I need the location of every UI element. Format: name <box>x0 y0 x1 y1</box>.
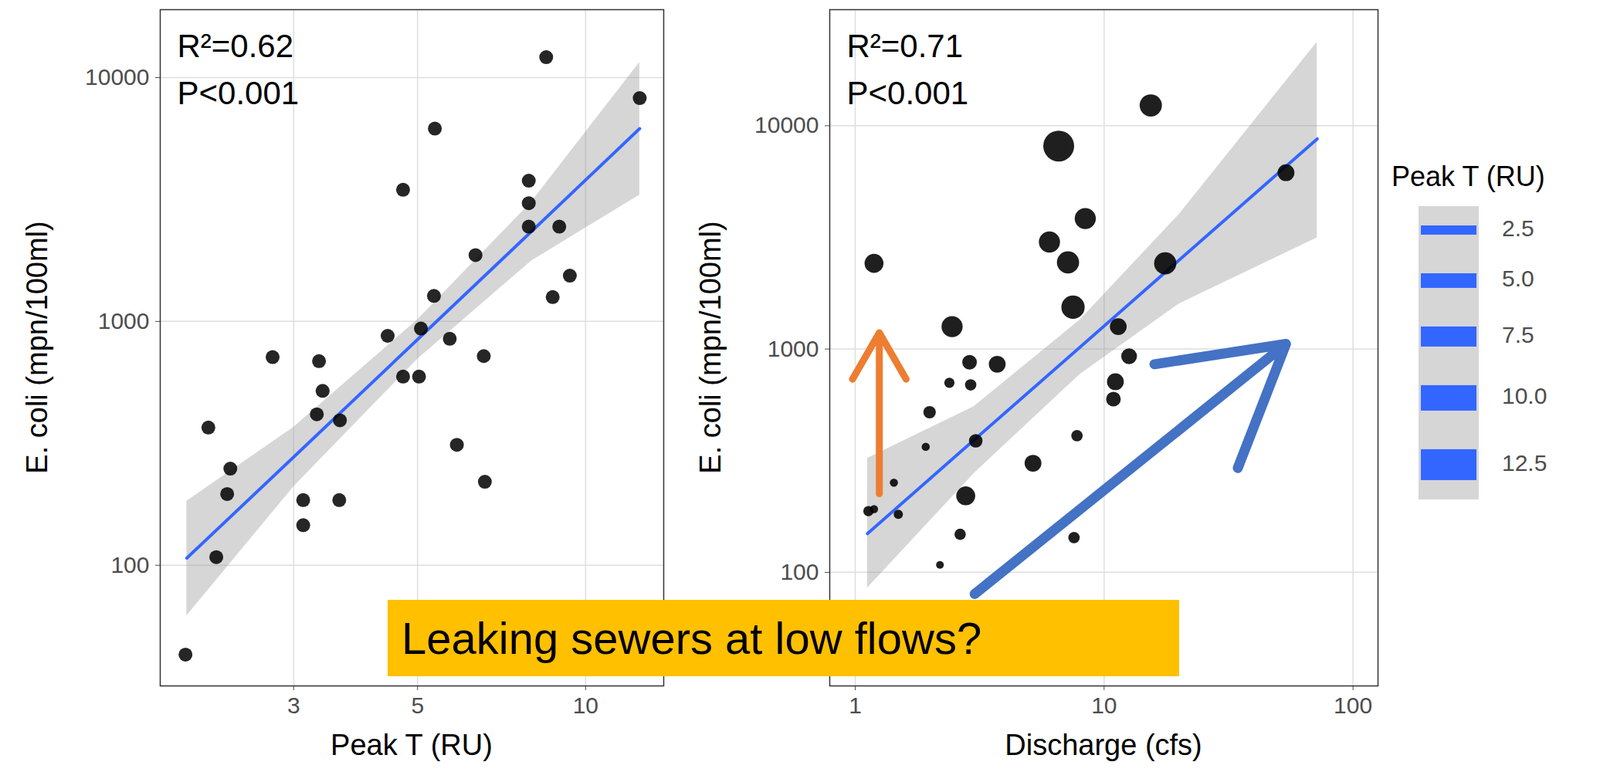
svg-text:10.0: 10.0 <box>1501 383 1547 409</box>
svg-text:1000: 1000 <box>767 335 820 362</box>
svg-text:10: 10 <box>1091 692 1117 719</box>
html-text:Leaking sewers at low flows?: Leaking sewers at low flows? <box>401 613 982 664</box>
svg-text:100: 100 <box>1333 692 1373 719</box>
svg-text:7.5: 7.5 <box>1501 322 1535 348</box>
svg-text:1: 1 <box>848 692 862 719</box>
html-text:Discharge (cfs): Discharge (cfs) <box>1004 728 1203 762</box>
html-text:E. coli (mpn/100ml): E. coli (mpn/100ml) <box>20 221 53 474</box>
svg-text:5.0: 5.0 <box>1501 265 1535 292</box>
svg-text:R²=0.71P<0.001: R²=0.71P<0.001 <box>847 27 970 112</box>
svg-text:100: 100 <box>779 559 819 585</box>
svg-text:5: 5 <box>410 692 424 719</box>
svg-text:12.5: 12.5 <box>1501 450 1547 476</box>
svg-text:10000: 10000 <box>84 64 150 90</box>
svg-text:1000: 1000 <box>98 308 150 334</box>
svg-text:2.5: 2.5 <box>1501 215 1535 241</box>
svg-text:10000: 10000 <box>754 111 819 138</box>
svg-text:10: 10 <box>572 692 599 719</box>
html-text:Peak T (RU): Peak T (RU) <box>330 728 493 762</box>
svg-text:R²=0.62P<0.001: R²=0.62P<0.001 <box>177 27 300 112</box>
svg-text:Peak T (RU): Peak T (RU) <box>1391 160 1546 193</box>
svg-text:3: 3 <box>287 692 301 719</box>
svg-text:100: 100 <box>110 552 150 578</box>
html-text:E. coli (mpn/100ml): E. coli (mpn/100ml) <box>693 221 727 474</box>
